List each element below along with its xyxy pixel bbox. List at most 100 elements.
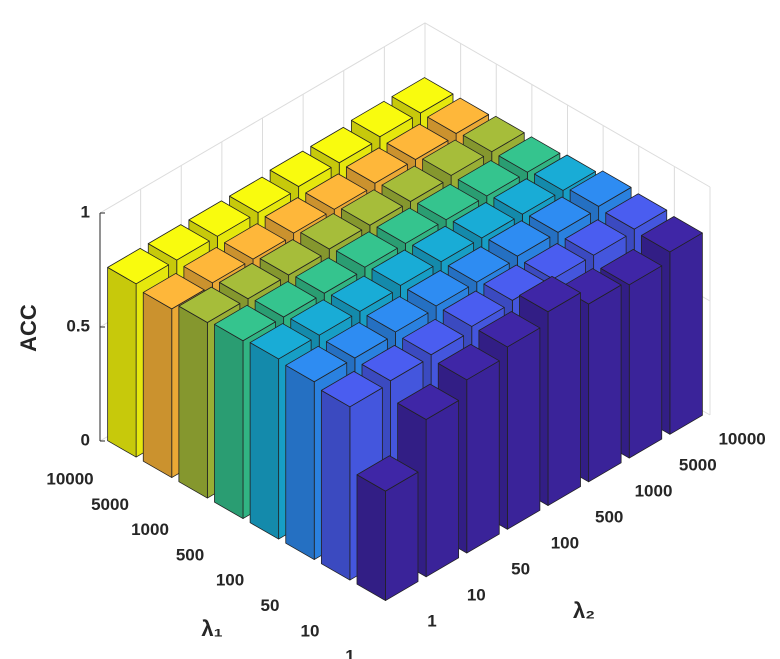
bar-top — [564, 219, 627, 256]
bar-top — [493, 178, 556, 215]
bar-face-right — [142, 292, 173, 478]
y-tick-label: 100 — [216, 571, 244, 590]
bar-top — [452, 202, 515, 239]
bar-face-right — [214, 323, 244, 519]
bar-top — [285, 345, 348, 383]
x-tick-label: 100 — [551, 533, 579, 552]
bar-top — [412, 225, 475, 263]
bar-top — [356, 455, 419, 492]
bar-top — [397, 383, 460, 420]
bar-top — [524, 243, 586, 280]
bar-top — [640, 216, 703, 253]
x-tick-label: 50 — [511, 559, 530, 578]
z-axis-title: ACC — [16, 304, 41, 352]
x-tick-label: 1000 — [635, 481, 673, 500]
bar-face-left — [466, 360, 500, 554]
bar-top — [300, 213, 363, 250]
bar-top — [447, 246, 510, 283]
bar-top — [361, 344, 424, 382]
x-axis-title: λ₂ — [573, 598, 595, 623]
bar-top — [381, 165, 444, 202]
bar-top — [534, 154, 596, 191]
x-tick-label: 10000 — [718, 429, 765, 448]
y-tick-label: 1 — [345, 647, 354, 659]
bar-top — [259, 239, 322, 276]
bar-top — [488, 220, 551, 257]
x-tick-label: 500 — [595, 507, 623, 526]
bar-top — [249, 323, 312, 360]
bar-face-left — [588, 284, 622, 483]
bar — [356, 455, 419, 601]
bar-top — [437, 343, 500, 381]
y-tick-label: 50 — [261, 596, 280, 615]
bar-top — [605, 193, 668, 230]
bar-face-right — [356, 474, 386, 601]
x-tick-label: 10 — [467, 585, 486, 604]
bar-face-left — [425, 400, 460, 578]
bar-top — [147, 224, 210, 261]
x-tick-label: 1 — [427, 611, 436, 630]
bar-top — [310, 126, 373, 164]
bar-top — [402, 318, 465, 356]
bar-face-left — [547, 292, 581, 506]
bar-face-left — [669, 232, 703, 435]
bar-face-right — [178, 305, 208, 499]
bar-top — [422, 139, 485, 176]
z-tick-label: 0 — [81, 430, 90, 449]
bar-top — [569, 170, 632, 207]
bar-top — [498, 136, 561, 173]
y-tick-label: 1000 — [131, 520, 169, 539]
bar-top — [269, 150, 332, 187]
bar-top — [529, 196, 591, 233]
y-axis-title: λ₁ — [201, 616, 222, 641]
bar-top — [183, 247, 246, 284]
bar-top — [229, 176, 291, 213]
bar-top — [330, 275, 393, 312]
bar-top — [305, 173, 368, 210]
x-tick-label: 5000 — [679, 455, 717, 474]
bar-top — [462, 115, 525, 153]
y-tick-label: 500 — [176, 545, 204, 564]
bar-top — [107, 247, 170, 285]
y-tick-label: 5000 — [91, 495, 129, 514]
bar-face-right — [320, 389, 351, 581]
bar-top — [340, 189, 403, 226]
bar-top — [224, 223, 286, 260]
bar-top — [478, 311, 541, 348]
y-tick-label: 10000 — [46, 469, 93, 488]
bar — [437, 343, 500, 554]
bar-face-right — [249, 342, 280, 540]
bar-top — [188, 200, 251, 237]
bar-top — [600, 248, 663, 286]
bar-top — [290, 299, 353, 336]
bar-top — [417, 183, 480, 221]
bar-top — [178, 286, 241, 323]
bar-top — [219, 262, 281, 300]
bar-top — [457, 160, 520, 197]
bar-top — [391, 77, 454, 114]
bar-top — [442, 290, 505, 327]
bar-top — [350, 100, 413, 138]
bar-top — [366, 296, 429, 333]
bar-top — [376, 207, 439, 244]
bar-face-right — [107, 266, 137, 458]
bar-top — [519, 275, 581, 313]
y-tick-label: 10 — [301, 621, 320, 640]
bar-top — [320, 370, 383, 408]
bar-top — [214, 304, 276, 342]
bar-face-left — [506, 327, 541, 530]
bar-top — [345, 147, 408, 184]
bar-top — [407, 270, 470, 307]
z-tick-label: 1 — [81, 202, 90, 221]
bar-top — [142, 273, 205, 310]
bar-face-left — [385, 471, 419, 601]
bar-top — [325, 322, 388, 359]
bar-face-right — [285, 364, 315, 560]
bar-top — [371, 249, 434, 286]
bar-face-left — [628, 265, 663, 459]
bar-top — [254, 281, 317, 318]
bar-top — [427, 97, 490, 134]
bar-top — [386, 123, 449, 160]
z-tick-label: 0.5 — [66, 316, 90, 335]
